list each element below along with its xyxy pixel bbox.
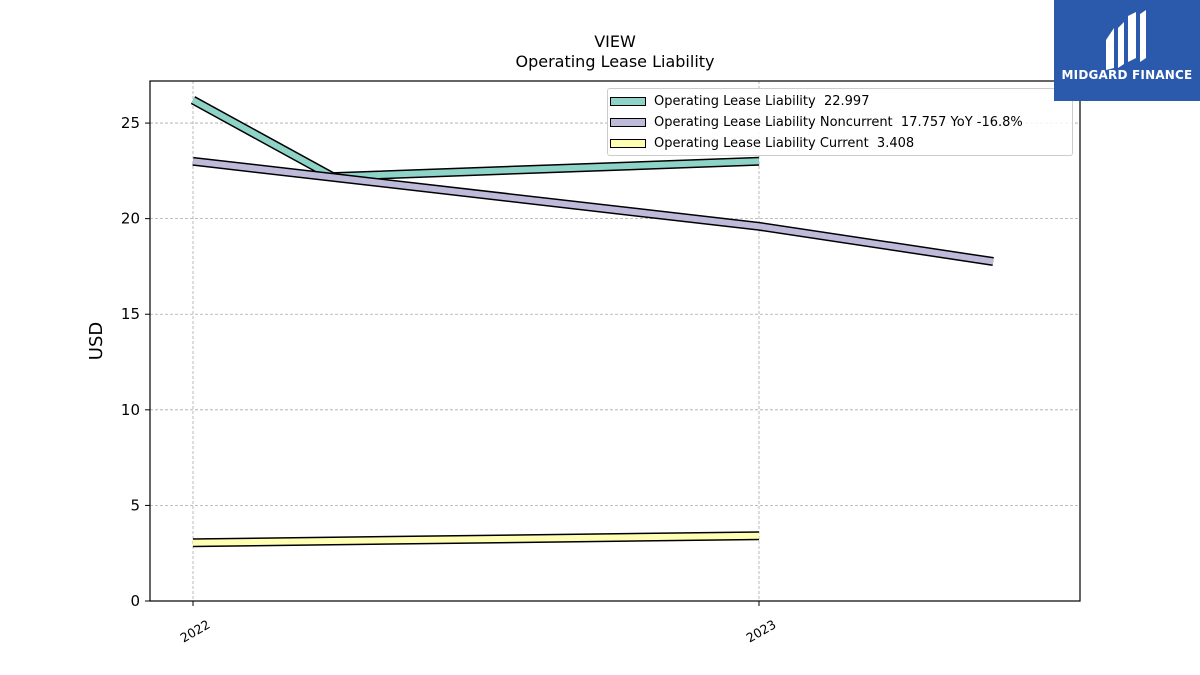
series-line-2 xyxy=(192,532,760,546)
brand-logo: MIDGARD FINANCE xyxy=(1054,0,1200,101)
y-axis-label: USD xyxy=(86,322,107,360)
legend-label-noncurrent: Operating Lease Liability Noncurrent 17.… xyxy=(654,114,1023,130)
y-tick-label: 10 xyxy=(121,401,140,419)
plot-background xyxy=(150,81,1080,601)
x-tick-label: 2023 xyxy=(743,617,778,646)
legend-swatch-noncurrent xyxy=(610,117,646,127)
y-axis-ticks: 0 5 10 15 20 25 xyxy=(121,114,150,610)
y-tick-label: 20 xyxy=(121,210,140,228)
chart-title-line-1: VIEW xyxy=(594,32,636,51)
grid-lines xyxy=(150,81,1080,601)
y-tick-label: 5 xyxy=(130,496,140,514)
legend-swatch-total xyxy=(610,96,646,106)
legend-item-noncurrent: Operating Lease Liability Noncurrent 17.… xyxy=(610,113,1023,131)
legend-label-current: Operating Lease Liability Current 3.408 xyxy=(654,135,915,151)
y-tick-label: 25 xyxy=(121,114,140,132)
legend: Operating Lease Liability 22.997 Operati… xyxy=(607,88,1073,156)
legend-item-total: Operating Lease Liability 22.997 xyxy=(610,92,869,110)
chart-title: VIEW Operating Lease Liability xyxy=(150,32,1080,72)
series-line-1 xyxy=(192,158,994,265)
legend-item-current: Operating Lease Liability Current 3.408 xyxy=(610,134,914,152)
series-layer xyxy=(190,96,994,548)
y-tick-label: 0 xyxy=(130,592,140,610)
legend-label-total: Operating Lease Liability 22.997 xyxy=(654,93,870,109)
plot-frame xyxy=(149,80,1081,602)
legend-swatch-current xyxy=(610,138,646,148)
y-tick-label: 15 xyxy=(121,305,140,323)
chart-title-line-2: Operating Lease Liability xyxy=(515,52,715,71)
x-axis-ticks: 2022 2023 xyxy=(177,601,779,646)
x-tick-label: 2022 xyxy=(177,617,212,646)
brand-logo-text: MIDGARD FINANCE xyxy=(1061,68,1193,82)
midgard-m-logo-icon xyxy=(1106,10,1146,70)
